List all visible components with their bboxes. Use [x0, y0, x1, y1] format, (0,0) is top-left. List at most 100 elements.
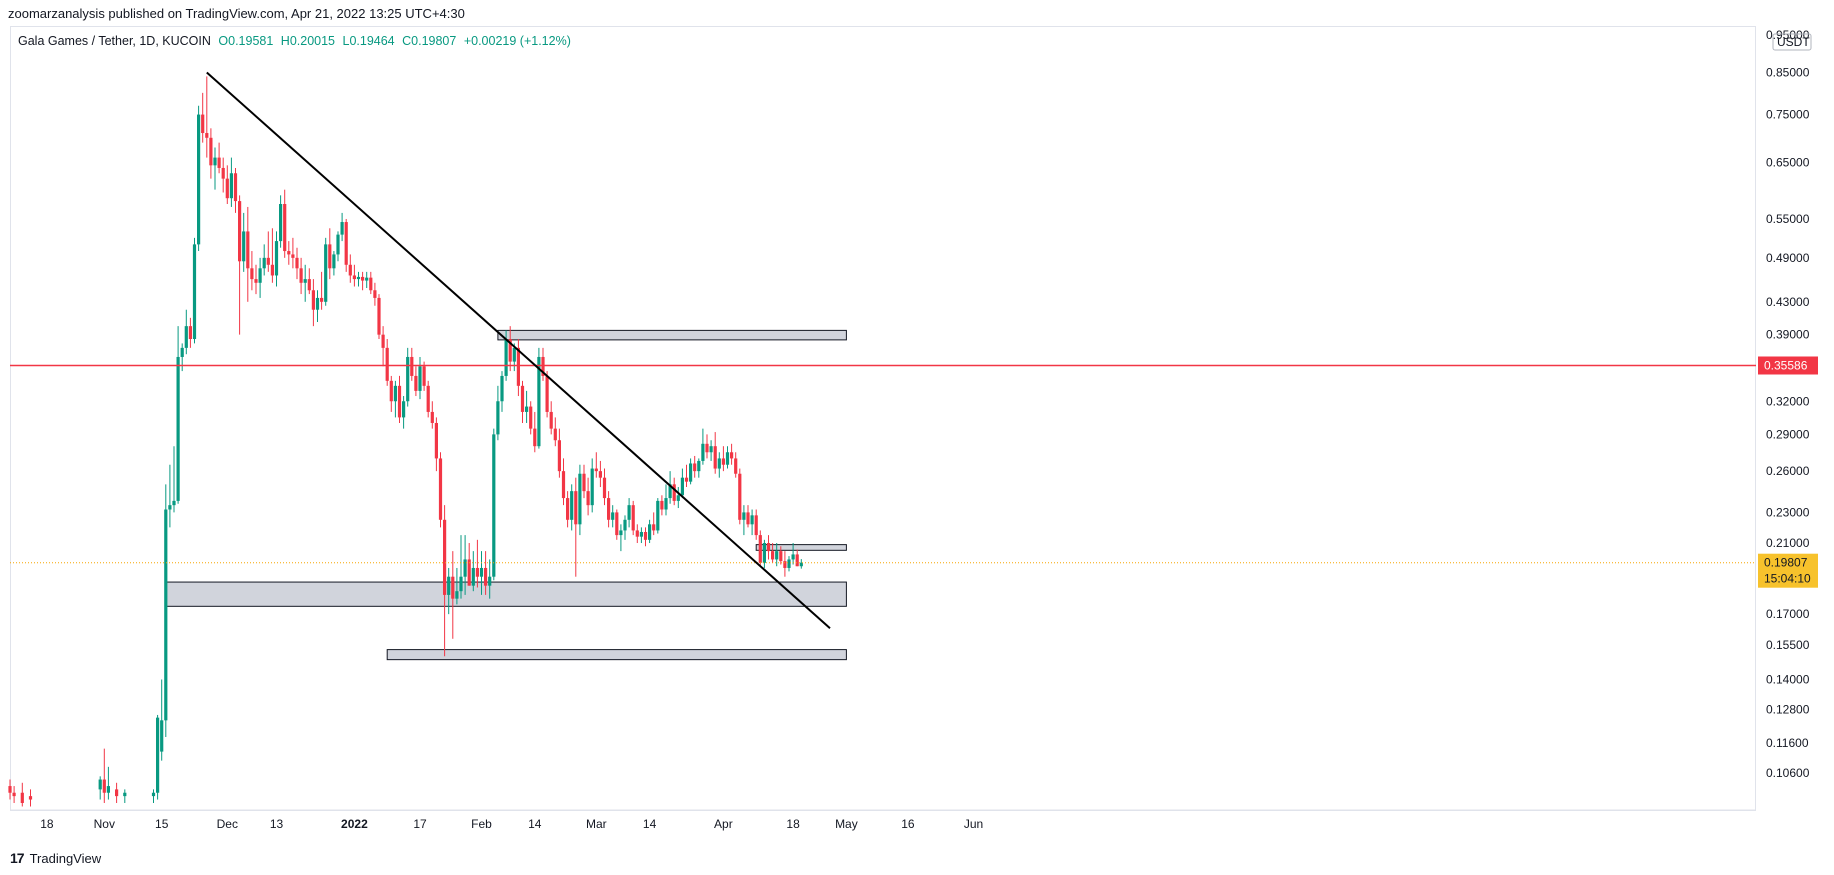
candle-body [734, 458, 738, 474]
candle-body [365, 277, 369, 281]
zone-box [386, 649, 847, 661]
candle-body [242, 231, 246, 262]
low-value: L0.19464 [342, 34, 395, 48]
candle [270, 228, 274, 283]
price-tick-label: 0.10600 [1766, 766, 1810, 780]
date-tick-label: Dec [217, 817, 238, 831]
candle [631, 500, 635, 536]
candle-body [656, 500, 660, 531]
candle [217, 142, 221, 174]
candle-body [369, 277, 373, 291]
price-tick-label: 0.26000 [1766, 464, 1810, 478]
date-tick-label: 18 [40, 817, 54, 831]
candle [238, 195, 242, 335]
candle-body [106, 786, 110, 793]
price-tick-label: 0.14000 [1766, 672, 1810, 686]
candle [106, 766, 110, 800]
candle [184, 309, 188, 355]
candle [684, 464, 689, 488]
date-tick-label: Apr [714, 817, 733, 831]
date-tick-label: 13 [270, 817, 284, 831]
candle [762, 539, 766, 568]
candle [496, 385, 500, 441]
candle [176, 326, 180, 504]
candle [484, 551, 488, 595]
candle [775, 543, 779, 567]
candle [352, 264, 356, 287]
price-tick-label: 0.15500 [1766, 638, 1810, 652]
candle [377, 294, 381, 340]
footer[interactable]: 17 TradingView [10, 850, 101, 866]
date-tick-label: 18 [786, 817, 800, 831]
candle-body [463, 559, 467, 577]
candle [643, 527, 648, 547]
candle-body [520, 385, 525, 412]
candle [332, 251, 336, 276]
candle-body [172, 500, 176, 506]
candle [98, 776, 102, 800]
candle [180, 343, 184, 372]
candle-body [643, 531, 648, 540]
candle-body [484, 567, 488, 586]
candle-body [566, 498, 570, 520]
candle [324, 237, 328, 306]
candle-body [475, 567, 479, 577]
candle-body [307, 279, 311, 291]
candle [160, 679, 164, 761]
candle [274, 231, 279, 287]
candle [758, 530, 762, 567]
candle-body [557, 440, 561, 472]
candle [201, 92, 205, 143]
candle-body [611, 512, 615, 520]
date-tick-label: Feb [471, 817, 492, 831]
candle-body [471, 567, 475, 586]
candle [549, 401, 553, 435]
candle-body [742, 512, 746, 520]
candle-body [344, 222, 348, 265]
candle-body [775, 551, 779, 560]
candle [639, 527, 643, 544]
candlestick-chart[interactable]: 0.95000 0.85000 0.75000 0.65000 0.55000 0.490… [0, 0, 1834, 840]
candle [721, 446, 725, 472]
candle-body [791, 554, 795, 560]
candle-body [553, 428, 557, 441]
candle-body [672, 484, 676, 501]
candle-body [668, 484, 672, 499]
candle [615, 509, 619, 540]
candle-body [328, 244, 332, 269]
candle [262, 244, 266, 276]
price-tick-label: 0.29000 [1766, 427, 1810, 441]
candle [713, 432, 717, 474]
candle-body [689, 463, 693, 482]
candle-body [123, 792, 127, 797]
price-tick-label: 0.55000 [1766, 212, 1810, 226]
candle-body [402, 401, 406, 418]
candle-body [246, 231, 250, 269]
candle-body [574, 491, 578, 525]
zone-box [165, 581, 847, 607]
candle-body [254, 279, 258, 283]
candle [479, 551, 484, 595]
candle-body [238, 201, 242, 262]
candle-body [115, 789, 119, 797]
candle [746, 505, 750, 528]
candle-body [701, 443, 705, 461]
candle-body [623, 519, 627, 531]
candle-body [348, 264, 352, 276]
candle [529, 401, 533, 435]
candle [508, 326, 512, 372]
candle [660, 495, 664, 516]
candle [725, 446, 730, 469]
candle [279, 195, 283, 248]
candle [393, 380, 397, 418]
candle [586, 477, 590, 516]
candle [12, 786, 16, 803]
close-value: C0.19807 [402, 34, 457, 48]
candle-body [270, 264, 274, 276]
candle-body [627, 505, 631, 520]
candle-body [525, 406, 529, 412]
candle [283, 189, 287, 258]
candle-body [459, 576, 463, 592]
candle-body [205, 133, 209, 138]
candle-body [102, 779, 106, 793]
